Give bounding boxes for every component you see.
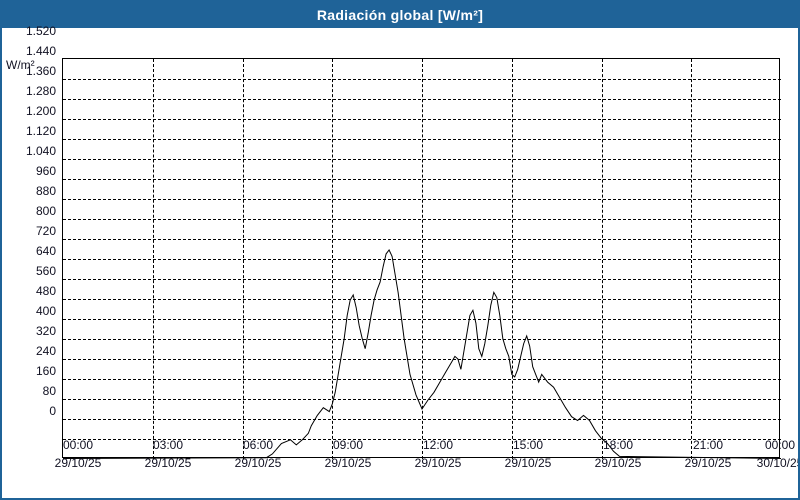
plot-border <box>62 58 780 458</box>
y-tick-400: 400 <box>4 304 56 318</box>
y-tick-1440: 1.440 <box>4 44 56 58</box>
x-tick-date-6: 29/10/25 <box>578 456 658 470</box>
y-tick-0: 0 <box>4 404 56 418</box>
y-tick-1280: 1.280 <box>4 84 56 98</box>
x-tick-time-5: 15:00 <box>488 438 568 452</box>
radiation-curve-svg <box>63 59 781 459</box>
y-tick-160: 160 <box>4 364 56 378</box>
x-tick-date-8: 30/10/25 <box>740 456 800 470</box>
y-tick-1360: 1.360 <box>4 64 56 78</box>
x-tick-time-1: 03:00 <box>128 438 208 452</box>
chart-title: Radiación global [W/m²] <box>317 7 483 23</box>
x-tick-date-7: 29/10/25 <box>668 456 748 470</box>
y-tick-880: 880 <box>4 184 56 198</box>
y-tick-720: 720 <box>4 224 56 238</box>
y-tick-1520: 1.520 <box>4 24 56 38</box>
y-tick-1040: 1.040 <box>4 144 56 158</box>
y-tick-480: 480 <box>4 284 56 298</box>
x-tick-date-0: 29/10/25 <box>38 456 118 470</box>
x-tick-date-5: 29/10/25 <box>488 456 568 470</box>
y-tick-800: 800 <box>4 204 56 218</box>
y-tick-960: 960 <box>4 164 56 178</box>
x-tick-time-3: 09:00 <box>308 438 388 452</box>
y-tick-240: 240 <box>4 344 56 358</box>
x-tick-date-1: 29/10/25 <box>128 456 208 470</box>
x-tick-time-7: 21:00 <box>668 438 748 452</box>
x-tick-time-8: 00:00 <box>740 438 800 452</box>
x-tick-time-4: 12:00 <box>398 438 478 452</box>
x-tick-date-4: 29/10/25 <box>398 456 478 470</box>
y-tick-640: 640 <box>4 244 56 258</box>
y-tick-560: 560 <box>4 264 56 278</box>
y-tick-1200: 1.200 <box>4 104 56 118</box>
y-tick-1120: 1.120 <box>4 124 56 138</box>
x-tick-time-6: 18:00 <box>578 438 658 452</box>
radiation-curve-line <box>63 250 781 459</box>
y-tick-320: 320 <box>4 324 56 338</box>
chart-window: Radiación global [W/m²] W/m² <box>0 0 800 500</box>
x-tick-date-2: 29/10/25 <box>218 456 298 470</box>
x-tick-time-0: 00:00 <box>38 438 118 452</box>
x-tick-date-3: 29/10/25 <box>308 456 388 470</box>
y-tick-80: 80 <box>4 384 56 398</box>
chart-area: W/m² <box>2 28 800 500</box>
x-tick-time-2: 06:00 <box>218 438 298 452</box>
chart-titlebar: Radiación global [W/m²] <box>2 2 798 28</box>
